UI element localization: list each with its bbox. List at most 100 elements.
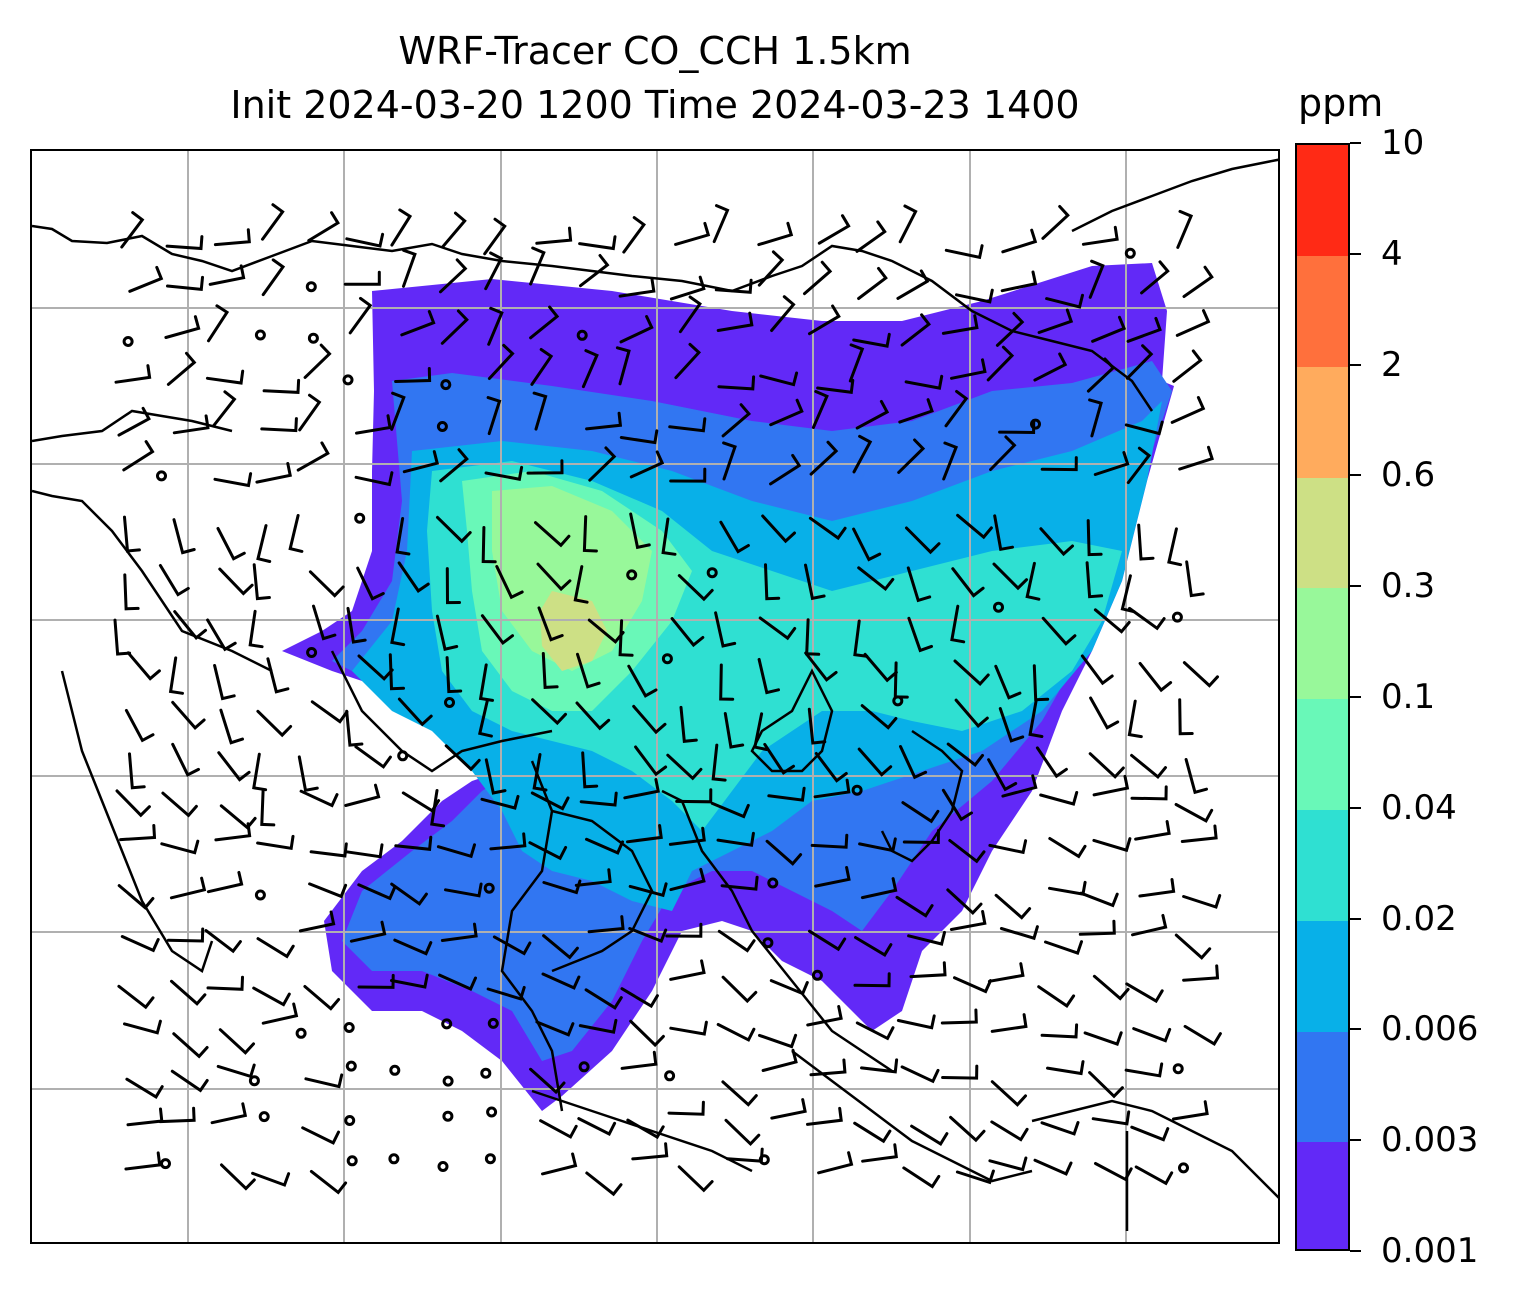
wind-barb xyxy=(303,343,332,379)
wind-barb xyxy=(117,884,155,910)
wind-barb xyxy=(857,747,893,777)
wind-barb xyxy=(906,566,932,603)
wind-barb xyxy=(860,877,898,900)
colorbar xyxy=(1295,143,1350,1251)
wind-barb xyxy=(852,434,873,474)
calm-wind-marker xyxy=(706,567,718,579)
wind-barb xyxy=(855,1021,895,1041)
wind-barb xyxy=(439,258,468,294)
wind-barb xyxy=(288,514,304,553)
wind-barb xyxy=(661,517,677,556)
wind-barb xyxy=(354,471,394,487)
calm-wind-marker xyxy=(254,329,266,341)
wind-barb xyxy=(907,930,946,946)
wind-barb xyxy=(256,834,295,851)
wind-barb xyxy=(296,441,330,472)
wind-barb xyxy=(394,367,432,383)
wind-barb xyxy=(401,791,441,813)
wind-barb xyxy=(623,778,660,800)
wind-barb xyxy=(988,1156,1028,1172)
wind-barb xyxy=(941,314,979,335)
wind-barb xyxy=(487,306,504,346)
wind-barb xyxy=(629,1019,665,1048)
wind-barb xyxy=(1124,420,1164,436)
wind-barb xyxy=(910,1124,949,1146)
calm-wind-marker xyxy=(762,937,774,949)
colorbar-tick xyxy=(1350,696,1361,698)
wind-barb xyxy=(761,1048,798,1072)
wind-barb xyxy=(716,1023,756,1042)
colorbar-tick-label: 0.6 xyxy=(1381,455,1436,496)
wind-barb xyxy=(1040,1121,1080,1136)
wind-barb xyxy=(1001,228,1038,254)
wind-barb xyxy=(757,250,785,287)
wind-barb xyxy=(944,244,984,260)
wind-barb xyxy=(1025,561,1041,601)
wind-barb xyxy=(357,883,397,901)
wind-barb xyxy=(161,791,198,818)
wind-barb xyxy=(402,450,440,474)
wind-barb xyxy=(1174,933,1212,960)
wind-barb xyxy=(117,406,151,437)
wind-barb xyxy=(528,841,568,861)
wind-barb xyxy=(576,652,601,689)
wind-barb xyxy=(1033,352,1068,382)
wind-barb xyxy=(1048,880,1087,896)
wind-barb xyxy=(710,801,750,819)
wind-barb xyxy=(629,512,651,550)
wind-barb xyxy=(1138,878,1176,898)
wind-barb xyxy=(529,305,560,340)
wind-barb xyxy=(717,375,756,391)
wind-barb xyxy=(486,985,526,1001)
calm-wind-marker xyxy=(342,374,354,386)
wind-barb xyxy=(214,822,252,842)
calm-wind-marker xyxy=(1124,247,1136,259)
wind-barb xyxy=(1088,752,1125,779)
wind-barb xyxy=(955,288,994,304)
wind-barb xyxy=(542,934,579,960)
wind-barb xyxy=(807,707,827,745)
wind-barb xyxy=(808,516,847,541)
wind-barb xyxy=(390,882,428,906)
wind-barb xyxy=(714,611,737,648)
wind-barb xyxy=(205,369,245,385)
wind-barb xyxy=(994,664,1022,700)
wind-barb xyxy=(495,565,524,600)
wind-barb xyxy=(950,604,966,644)
wind-barb xyxy=(303,985,341,1011)
wind-barb xyxy=(1185,560,1205,598)
wind-barb xyxy=(1128,606,1166,631)
wind-barb xyxy=(764,563,781,601)
wind-barb xyxy=(219,708,244,745)
wind-barb xyxy=(346,606,367,644)
wind-barb xyxy=(1182,265,1214,298)
wind-barb xyxy=(1078,919,1116,936)
wind-barb xyxy=(951,567,985,598)
wind-barb xyxy=(1093,608,1131,634)
wind-barb xyxy=(940,1008,978,1025)
wind-barb xyxy=(668,417,707,433)
wind-barb xyxy=(669,467,707,483)
calm-wind-marker xyxy=(354,512,366,524)
tracer-level-03 xyxy=(540,591,607,671)
wind-barb xyxy=(584,988,623,1010)
calm-wind-marker xyxy=(664,1070,676,1082)
colorbar-tick-label: 2 xyxy=(1381,344,1403,385)
wind-barb xyxy=(1086,519,1103,557)
colorbar-tick xyxy=(1350,363,1361,366)
colorbar-tick xyxy=(1350,474,1361,477)
wind-barb xyxy=(172,414,210,435)
wind-barb xyxy=(900,313,932,347)
wind-calm-circles xyxy=(122,247,1189,1174)
wind-barb xyxy=(1088,259,1105,299)
wind-barb xyxy=(218,567,254,596)
calm-wind-marker xyxy=(442,1075,454,1087)
colorbar-segment xyxy=(1297,920,1348,1032)
wind-barb xyxy=(860,704,898,730)
calm-wind-marker xyxy=(436,421,448,432)
wind-barb xyxy=(808,929,847,952)
map-panel xyxy=(30,149,1280,1244)
colorbar-segment xyxy=(1297,699,1348,810)
wind-barb xyxy=(115,789,151,818)
calm-wind-marker xyxy=(345,1060,357,1072)
